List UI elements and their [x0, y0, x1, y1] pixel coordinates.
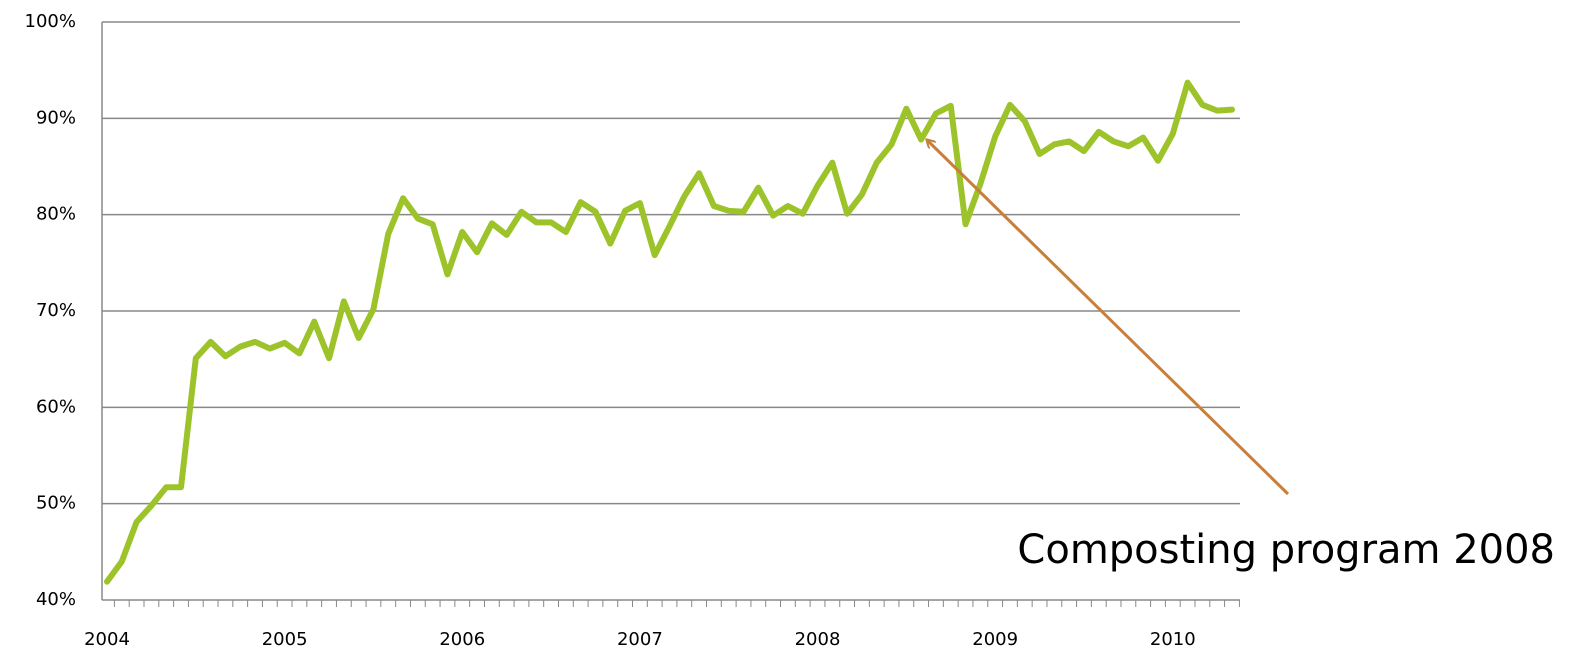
y-tick-label: 60% [36, 396, 76, 417]
x-tick-label: 2006 [439, 629, 485, 650]
x-tick-label: 2008 [795, 629, 841, 650]
y-tick-label: 80% [36, 204, 76, 225]
x-tick-label: 2005 [262, 629, 308, 650]
plot: 40% 50% 60% 70% 80% 90% 100% 2004 2005 2006 2007 20… [25, 11, 1240, 650]
y-tick-label: 100% [25, 11, 76, 32]
y-tick-label: 40% [36, 589, 76, 610]
x-tick-label: 2004 [84, 629, 130, 650]
y-tick-label: 70% [36, 300, 76, 321]
x-tick-label: 2007 [617, 629, 663, 650]
annotation: Composting program 2008 [1017, 527, 1555, 573]
annotation-arrow [927, 140, 1290, 496]
x-tick-label: 2010 [1150, 629, 1196, 650]
y-tick-label: 50% [36, 493, 76, 514]
y-tick-label: 90% [36, 107, 76, 128]
x-tick-label: 2009 [972, 629, 1018, 650]
line [104, 79, 1235, 585]
